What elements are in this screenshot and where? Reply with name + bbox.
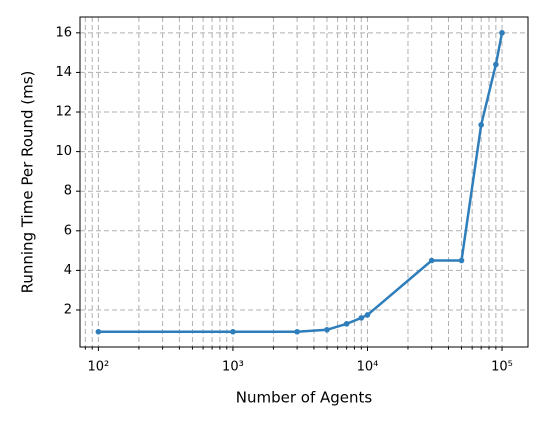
data-point: [428, 257, 435, 264]
y-tick-label: 6: [64, 223, 72, 238]
y-tick-label: 16: [55, 25, 72, 40]
data-point: [493, 61, 499, 68]
data-point: [294, 328, 300, 335]
data-line: [98, 32, 504, 334]
data-point: [343, 321, 350, 327]
data-point: [324, 326, 330, 333]
y-tick-label: 2: [64, 302, 72, 317]
x-tick-label: 10⁴: [357, 360, 379, 375]
x-tick-label: 10⁵: [491, 360, 513, 375]
y-tick-label: 12: [55, 105, 72, 120]
data-point: [364, 312, 371, 318]
data-point: [230, 328, 236, 335]
data-point: [499, 30, 505, 36]
y-axis-label: Running Time Per Round (ms): [19, 71, 37, 294]
x-tick-label: 10²: [88, 360, 110, 375]
data-point: [478, 122, 484, 128]
x-axis-label: Number of Agents: [236, 389, 373, 407]
y-tick-label: 14: [55, 65, 72, 80]
data-point: [95, 328, 102, 335]
plot-frame: [79, 16, 529, 348]
y-tick-label: 4: [64, 263, 72, 278]
data-point: [458, 257, 465, 264]
data-point: [358, 315, 365, 321]
y-tick-label: 10: [55, 144, 72, 159]
y-tick-label: 8: [64, 184, 72, 199]
x-tick-label: 10³: [222, 360, 244, 375]
